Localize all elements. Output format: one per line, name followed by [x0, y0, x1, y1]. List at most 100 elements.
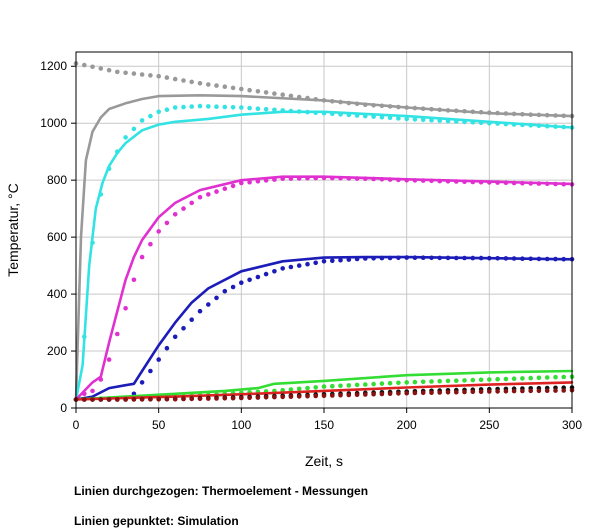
data-point	[82, 334, 87, 340]
data-point	[82, 397, 87, 402]
data-point	[90, 388, 95, 394]
data-point	[470, 120, 476, 125]
data-point	[429, 117, 434, 123]
data-point	[288, 93, 294, 99]
data-point	[247, 277, 252, 283]
data-point	[544, 112, 550, 118]
data-point	[330, 111, 335, 117]
data-point	[354, 176, 360, 181]
data-point	[305, 175, 310, 181]
data-point	[445, 108, 451, 113]
data-point	[429, 178, 434, 184]
data-point	[470, 179, 476, 185]
chart-series	[73, 61, 575, 402]
data-point	[437, 178, 443, 184]
data-point	[139, 380, 145, 385]
data-point	[561, 256, 566, 262]
series-dots-1	[73, 61, 575, 119]
data-point	[222, 288, 228, 294]
data-point	[495, 255, 500, 261]
y-tick-label: 1200	[40, 59, 67, 73]
data-point	[197, 308, 203, 314]
data-point	[247, 179, 252, 185]
data-point	[230, 183, 236, 189]
data-point	[437, 378, 443, 384]
data-point	[288, 394, 294, 400]
data-point	[172, 334, 178, 340]
data-point	[330, 99, 335, 104]
data-point	[528, 181, 533, 186]
data-point	[288, 108, 294, 114]
data-point	[396, 116, 401, 121]
data-point	[338, 99, 343, 105]
data-point	[156, 397, 161, 402]
data-point	[520, 112, 525, 117]
data-point	[396, 380, 401, 386]
data-point	[106, 166, 112, 172]
series-line-0	[74, 94, 574, 401]
data-point	[454, 108, 459, 114]
data-point	[495, 110, 500, 116]
data-point	[404, 390, 410, 396]
data-point	[379, 177, 385, 182]
data-point	[123, 306, 128, 311]
data-point	[487, 110, 492, 115]
data-point	[561, 124, 566, 130]
data-point	[503, 111, 509, 116]
data-point	[330, 175, 335, 181]
data-point	[206, 82, 211, 87]
data-point	[487, 389, 492, 394]
data-point	[131, 397, 137, 402]
data-point	[553, 113, 558, 118]
data-point	[156, 229, 161, 234]
series-dots-12	[73, 388, 575, 402]
data-point	[98, 66, 104, 71]
data-point	[363, 113, 368, 119]
data-point	[239, 180, 244, 186]
data-point	[98, 397, 104, 402]
data-point	[437, 107, 443, 113]
data-point	[305, 109, 310, 115]
data-point	[296, 94, 302, 100]
data-point	[115, 69, 120, 75]
data-point	[354, 256, 360, 262]
data-point	[371, 176, 376, 182]
data-point	[470, 255, 476, 261]
data-point	[487, 120, 492, 126]
data-point	[156, 109, 161, 115]
data-point	[404, 177, 410, 183]
data-point	[520, 122, 525, 128]
data-point	[321, 393, 327, 399]
data-point	[462, 119, 467, 125]
data-point	[371, 381, 376, 387]
data-point	[222, 186, 228, 191]
data-point	[148, 241, 153, 247]
data-point	[536, 112, 542, 118]
data-point	[230, 105, 236, 110]
data-point	[131, 71, 137, 76]
data-point	[387, 115, 393, 121]
data-point	[495, 389, 500, 394]
data-point	[495, 376, 500, 382]
data-point	[181, 206, 186, 211]
data-point	[429, 106, 434, 112]
data-point	[338, 257, 343, 263]
data-point	[544, 256, 550, 262]
data-point	[263, 271, 269, 277]
data-point	[528, 112, 533, 117]
data-point	[412, 105, 418, 111]
data-point	[288, 264, 294, 270]
x-tick-label: 200	[397, 418, 417, 432]
data-point	[321, 110, 327, 116]
data-point	[313, 110, 319, 115]
data-point	[115, 149, 120, 154]
data-point	[90, 240, 95, 246]
data-point	[470, 109, 476, 115]
data-point	[561, 113, 566, 119]
data-point	[470, 389, 476, 395]
series-dots-3	[73, 103, 575, 402]
data-point	[445, 378, 451, 384]
data-point	[330, 258, 335, 264]
data-point	[454, 255, 459, 261]
data-point	[445, 179, 451, 184]
